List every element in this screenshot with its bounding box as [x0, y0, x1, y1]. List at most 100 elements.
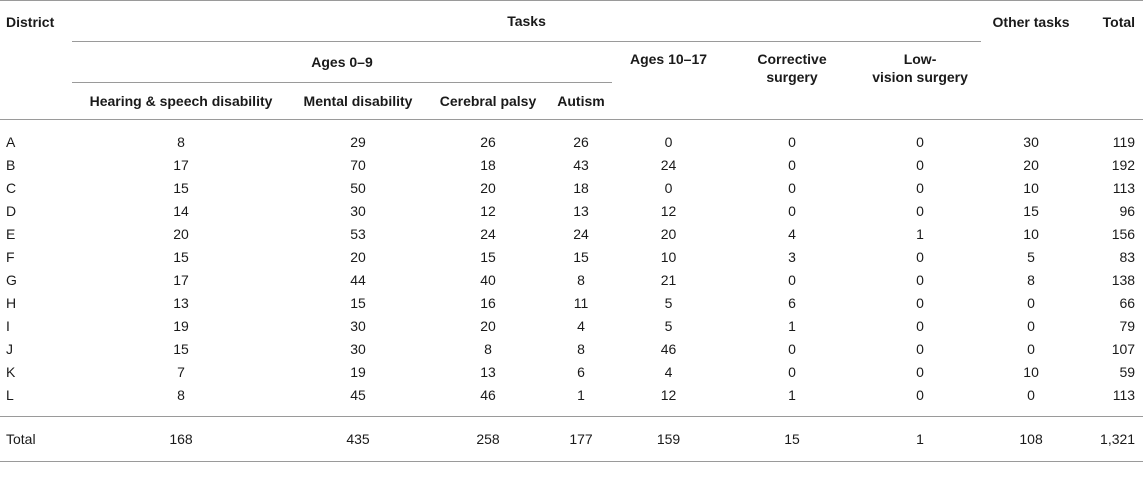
table-row: L 8 45 46 1 12 1 0 0 113 — [0, 383, 1143, 406]
cell-total: 66 — [1119, 294, 1136, 311]
cell-corrective-surgery: 0 — [788, 202, 796, 219]
cell-mental-disability: 44 — [350, 271, 366, 288]
cell-hearing-speech: 13 — [173, 294, 189, 311]
cell-low-vision-surgery: 0 — [916, 179, 924, 196]
cell-low-vision-surgery: 0 — [916, 156, 924, 173]
cell-autism: 11 — [573, 294, 589, 311]
cell-other-tasks: 10 — [1023, 225, 1039, 242]
cell-mental-disability: 53 — [350, 225, 366, 242]
cell-hearing-speech: 17 — [173, 271, 189, 288]
cell-hearing-speech: 8 — [177, 133, 185, 150]
table-row: H 13 15 16 11 5 6 0 0 66 — [0, 291, 1143, 314]
cell-low-vision-surgery: 0 — [916, 317, 924, 334]
cell-cerebral-palsy: 40 — [480, 271, 496, 288]
cell-other-tasks: 0 — [1027, 294, 1035, 311]
table-row: A 8 29 26 26 0 0 0 30 119 — [0, 130, 1143, 153]
cell-hearing-speech: 8 — [177, 386, 185, 403]
cell-ages-10-17: 5 — [664, 294, 673, 311]
table-row: K 7 19 13 6 4 0 0 10 59 — [0, 360, 1143, 383]
header-mental-disability: Mental disability — [303, 93, 413, 109]
header-tasks: Tasks — [72, 0, 982, 42]
table-row: G 17 44 40 8 21 0 0 8 138 — [0, 268, 1143, 291]
cell-district: H — [6, 294, 17, 311]
cell-cerebral-palsy: 24 — [480, 225, 496, 242]
cell-hearing-speech: 20 — [173, 225, 189, 242]
cell-total: 119 — [1112, 133, 1136, 150]
table-row: F 15 20 15 15 10 3 0 5 83 — [0, 245, 1143, 268]
cell-other-tasks: 30 — [1023, 133, 1039, 150]
cell-other-tasks: 0 — [1027, 317, 1035, 334]
cell-autism: 6 — [577, 363, 585, 380]
cell-ages-10-17: 0 — [664, 133, 673, 150]
cell-low-vision-surgery: 0 — [916, 363, 924, 380]
total-cell-mental-disability: 435 — [290, 416, 426, 462]
cell-district: C — [6, 179, 17, 196]
cell-total: 113 — [1112, 179, 1136, 196]
cell-ages-10-17: 12 — [660, 202, 677, 219]
cell-total: 113 — [1112, 386, 1136, 403]
table-row: C 15 50 20 18 0 0 0 10 113 — [0, 176, 1143, 199]
cell-low-vision-surgery: 0 — [916, 340, 924, 357]
cell-hearing-speech: 15 — [173, 179, 189, 196]
cell-other-tasks: 10 — [1023, 179, 1039, 196]
cell-cerebral-palsy: 15 — [480, 248, 496, 265]
cell-other-tasks: 0 — [1027, 340, 1035, 357]
cell-district: D — [6, 202, 17, 219]
cell-corrective-surgery: 6 — [788, 294, 796, 311]
cell-cerebral-palsy: 46 — [480, 386, 496, 403]
table-row: I 19 30 20 4 5 1 0 0 79 — [0, 314, 1143, 337]
cell-total: 79 — [1119, 317, 1136, 334]
cell-ages-10-17: 5 — [664, 317, 673, 334]
cell-ages-10-17: 46 — [660, 340, 677, 357]
total-cell-cerebral-palsy: 258 — [426, 416, 550, 462]
header-corrective-surgery: Corrective surgery — [757, 51, 827, 85]
cell-autism: 8 — [577, 271, 585, 288]
cell-district: A — [6, 133, 16, 150]
table-row: B 17 70 18 43 24 0 0 20 192 — [0, 153, 1143, 176]
total-cell-corrective-surgery: 15 — [725, 416, 859, 462]
cell-cerebral-palsy: 20 — [480, 179, 496, 196]
cell-total: 59 — [1119, 363, 1136, 380]
cell-total: 156 — [1111, 225, 1136, 242]
total-cell-ages-10-17: 159 — [612, 416, 725, 462]
cell-hearing-speech: 17 — [173, 156, 189, 173]
table-body: A 8 29 26 26 0 0 0 30 119 B 17 70 18 43 24 0 0 20 192 C 15 50 2… — [0, 120, 1143, 462]
cell-district: I — [6, 317, 10, 334]
cell-ages-10-17: 0 — [664, 179, 673, 196]
cell-district: E — [6, 225, 16, 242]
cell-hearing-speech: 7 — [177, 363, 185, 380]
cell-low-vision-surgery: 0 — [916, 386, 924, 403]
cell-corrective-surgery: 0 — [788, 271, 796, 288]
cell-autism: 15 — [573, 248, 589, 265]
total-cell-autism: 177 — [550, 416, 612, 462]
cell-corrective-surgery: 0 — [788, 363, 796, 380]
cell-mental-disability: 50 — [350, 179, 366, 196]
header-ages-10-17: Ages 10–17 — [629, 51, 708, 67]
cell-low-vision-surgery: 0 — [916, 248, 924, 265]
header-hearing-speech: Hearing & speech disability — [89, 93, 273, 109]
cell-autism: 18 — [573, 179, 589, 196]
cell-cerebral-palsy: 16 — [480, 294, 496, 311]
cell-corrective-surgery: 1 — [788, 386, 796, 403]
cell-district: F — [6, 248, 15, 265]
cell-hearing-speech: 14 — [173, 202, 189, 219]
header-low-vision-surgery: Low-vision surgery — [872, 51, 968, 85]
cell-ages-10-17: 10 — [660, 248, 677, 265]
cell-autism: 1 — [577, 386, 585, 403]
cell-low-vision-surgery: 0 — [916, 294, 924, 311]
header-district: District — [6, 14, 55, 30]
cell-mental-disability: 15 — [350, 294, 366, 311]
cell-mental-disability: 30 — [350, 202, 366, 219]
cell-corrective-surgery: 1 — [788, 317, 796, 334]
cell-corrective-surgery: 0 — [788, 179, 796, 196]
header-autism: Autism — [557, 93, 605, 109]
cell-autism: 43 — [573, 156, 589, 173]
cell-low-vision-surgery: 0 — [916, 271, 924, 288]
cell-mental-disability: 30 — [350, 340, 366, 357]
cell-other-tasks: 20 — [1023, 156, 1039, 173]
cell-cerebral-palsy: 12 — [480, 202, 496, 219]
table-header: District Tasks Other tasks Total Ages 0–… — [0, 0, 1143, 120]
cell-mental-disability: 20 — [350, 248, 366, 265]
district-tasks-table: District Tasks Other tasks Total Ages 0–… — [0, 0, 1143, 462]
cell-corrective-surgery: 4 — [788, 225, 796, 242]
